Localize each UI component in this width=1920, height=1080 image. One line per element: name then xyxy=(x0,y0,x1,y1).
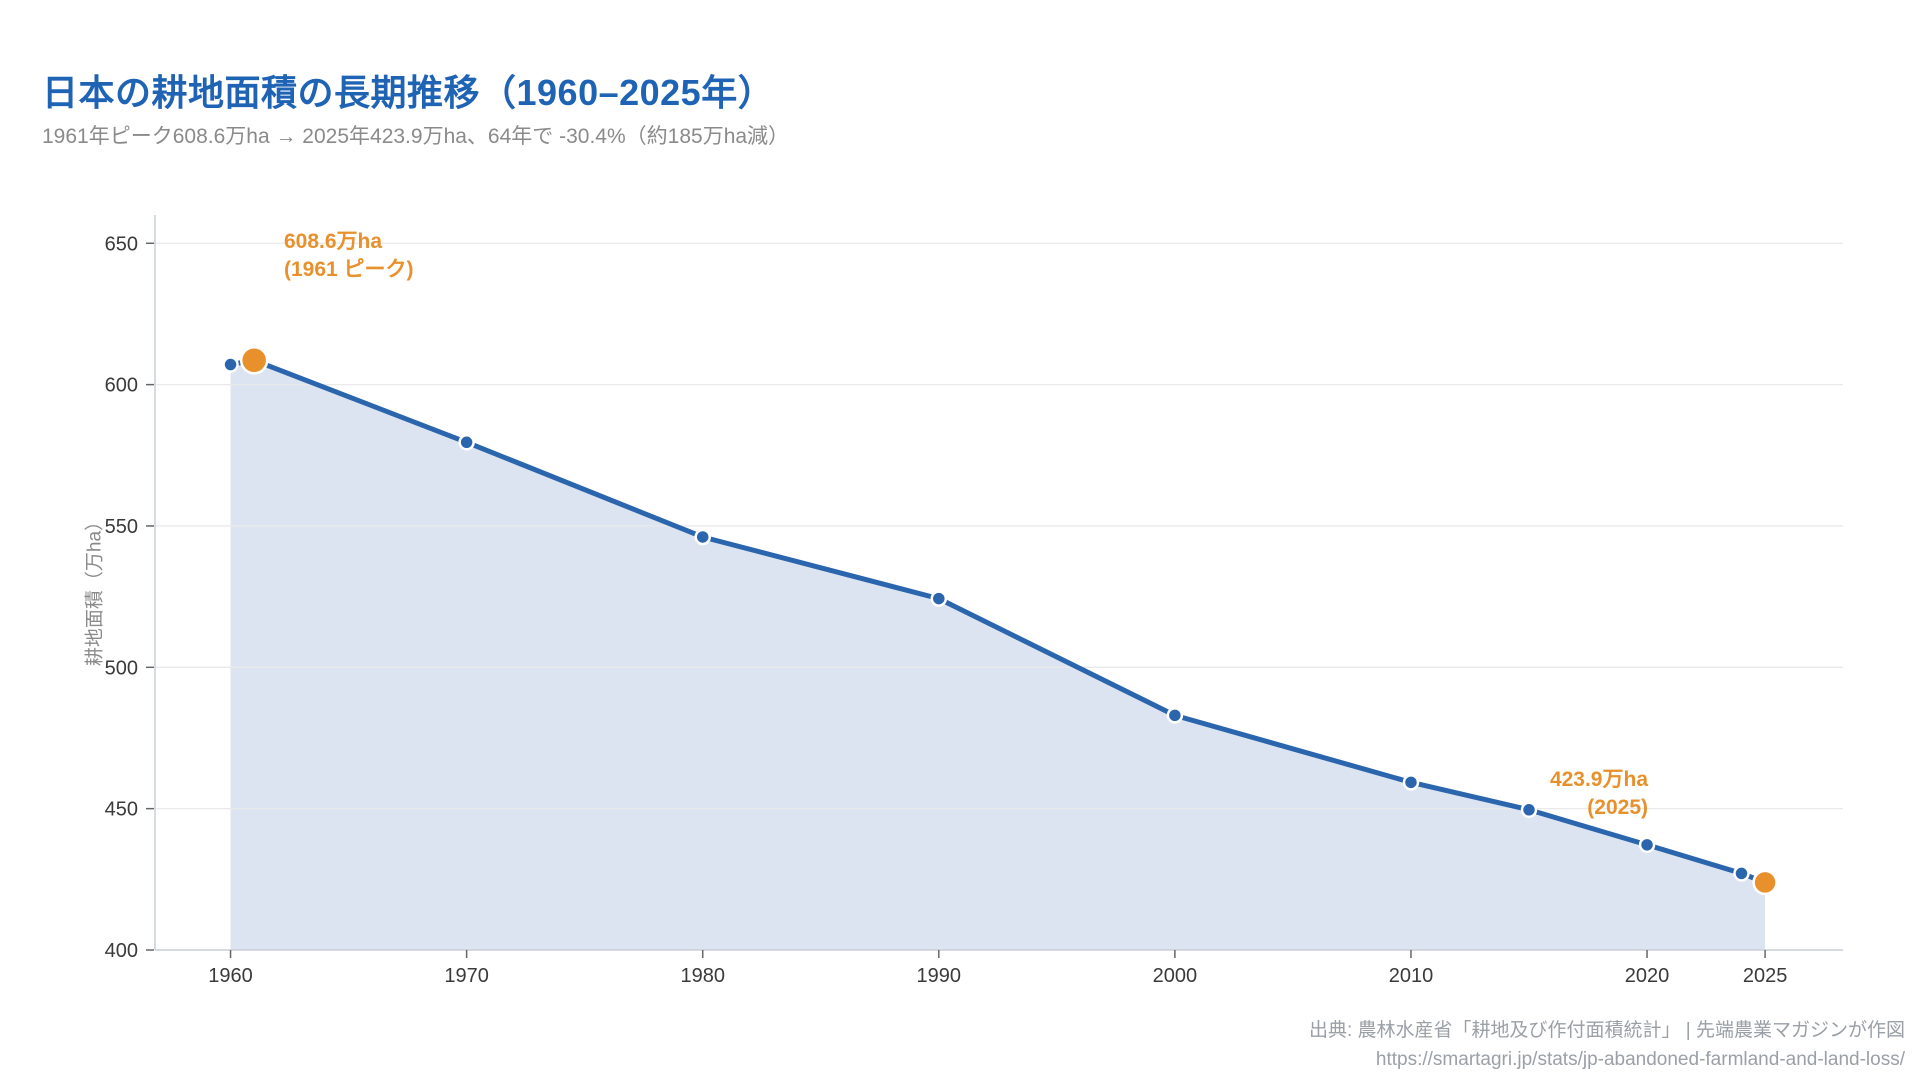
peak-annotation-year: (1961 ピーク) xyxy=(284,258,414,281)
chart-title: 日本の耕地面積の長期推移（1960–2025年） xyxy=(42,72,775,114)
y-tick-label-600: 600 xyxy=(105,375,138,397)
x-tick-label-2020: 2020 xyxy=(1625,965,1670,987)
x-tick-label-2010: 2010 xyxy=(1389,965,1434,987)
y-tick-label-400: 400 xyxy=(105,940,138,962)
source-url[interactable]: https://smartagri.jp/stats/jp-abandoned-… xyxy=(1375,1049,1905,1070)
x-tick-label-2025: 2025 xyxy=(1743,965,1788,987)
y-tick-labels: 400 450 500 550 600 650 xyxy=(105,233,154,962)
source-box: 出典: 農林水産省「耕地及び作付面積統計」 | 先端農業マガジンが作図 http… xyxy=(1309,1016,1905,1074)
y-axis-title: 耕地面積（万ha） xyxy=(84,511,106,667)
data-point-2024 xyxy=(1733,865,1750,882)
final-annotation: 423.9万ha (2025) xyxy=(1400,766,1648,822)
x-tick-label-2000: 2000 xyxy=(1153,965,1198,987)
x-tick-label-1970: 1970 xyxy=(444,965,489,987)
data-point-1970 xyxy=(458,434,475,451)
y-gridlines xyxy=(155,242,1843,810)
data-point-2020 xyxy=(1638,836,1656,854)
final-annotation-value: 423.9万ha xyxy=(1549,768,1648,791)
data-point-2010 xyxy=(1402,774,1420,791)
data-point-2015 xyxy=(1520,801,1538,819)
data-point-1990 xyxy=(930,590,948,607)
y-tick-label-500: 500 xyxy=(105,657,138,679)
chart-subtitle: 1961年ピーク608.6万ha → 2025年423.9万ha、64年で -3… xyxy=(42,125,790,148)
highlight-marker-1961 xyxy=(239,346,269,375)
x-tick-labels: 1960 1970 1980 1990 2000 2010 2020 2025 xyxy=(208,950,1787,987)
data-point-1980 xyxy=(694,528,711,546)
source-attribution: 出典: 農林水産省「耕地及び作付面積統計」 | 先端農業マガジンが作図 xyxy=(1308,1020,1905,1041)
peak-annotation: 608.6万ha (1961 ピーク) xyxy=(284,228,414,284)
data-point-1960 xyxy=(222,356,239,373)
x-tick-label-1980: 1980 xyxy=(680,965,725,987)
data-point-2000 xyxy=(1166,707,1184,724)
y-tick-label-550: 550 xyxy=(105,516,138,538)
peak-annotation-value: 608.6万ha xyxy=(284,230,383,253)
x-tick-label-1960: 1960 xyxy=(208,965,253,987)
highlight-marker-2025 xyxy=(1752,869,1778,896)
area-fill xyxy=(230,360,1766,950)
y-tick-label-450: 450 xyxy=(105,799,138,821)
final-annotation-year: (2025) xyxy=(1587,796,1648,819)
x-tick-label-1990: 1990 xyxy=(917,965,962,987)
y-tick-label-650: 650 xyxy=(105,233,138,255)
